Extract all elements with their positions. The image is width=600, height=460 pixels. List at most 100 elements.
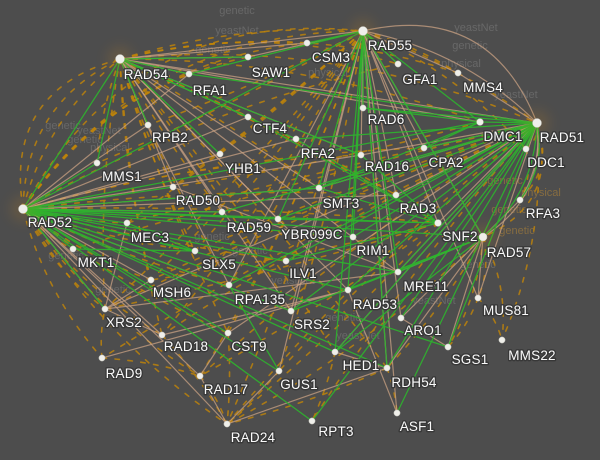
node-CTF4[interactable] xyxy=(244,113,252,121)
node-MKT1[interactable] xyxy=(69,245,77,253)
node-CSM3[interactable] xyxy=(303,39,311,47)
edge-RAD51-RAD59 xyxy=(221,122,538,213)
node-MUS81[interactable] xyxy=(474,294,482,302)
edge-RAD55-XRS2 xyxy=(104,30,364,310)
node-YHB1[interactable] xyxy=(216,150,224,158)
label-CSM3: CSM3 xyxy=(312,50,350,65)
edge-RAD55-RDH54 xyxy=(362,30,388,369)
node-SMT3[interactable] xyxy=(315,184,323,192)
edge-RAD52-RAD54 xyxy=(22,58,121,210)
node-MMS22[interactable] xyxy=(498,336,506,344)
node-RFA1[interactable] xyxy=(185,70,193,78)
edge-MEC3-XRS2 xyxy=(104,222,128,310)
edge-RAD54-RAD59 xyxy=(119,58,223,213)
node-RDH54[interactable] xyxy=(383,364,391,372)
node-RAD50[interactable] xyxy=(169,183,177,191)
node-MMS1[interactable] xyxy=(93,159,101,167)
label-HED1: HED1 xyxy=(343,358,380,373)
edge-SNF2-YBR099C xyxy=(277,218,439,224)
node-XRS2[interactable] xyxy=(101,305,109,313)
edge-RAD52-RAD24 xyxy=(22,208,228,425)
node-CPA2[interactable] xyxy=(420,144,428,152)
node-RPB2[interactable] xyxy=(144,121,152,129)
edge-RAD54-DMC1 xyxy=(119,58,481,123)
edge-RAD52-RAD24 xyxy=(22,208,228,425)
edge-RAD52-YBR099C xyxy=(22,208,279,220)
node-RAD57[interactable] xyxy=(478,232,488,242)
node-RAD24[interactable] xyxy=(223,420,231,428)
node-RAD16[interactable] xyxy=(357,151,365,159)
label-RFA2: RFA2 xyxy=(301,146,336,161)
edge-SNF2-RFA2 xyxy=(295,138,439,224)
node-RFA3[interactable] xyxy=(516,196,524,204)
label-SLX5: SLX5 xyxy=(202,257,236,272)
node-SRS2[interactable] xyxy=(287,307,295,315)
edge-RAD51-ASF1 xyxy=(396,122,538,414)
node-CST9[interactable] xyxy=(224,329,232,337)
edge-RAD9-XRS2 xyxy=(100,308,106,359)
node-GFA1[interactable] xyxy=(394,60,402,68)
node-RAD3[interactable] xyxy=(392,191,400,199)
label-SNF2: SNF2 xyxy=(442,229,477,244)
label-CPA2: CPA2 xyxy=(428,155,463,170)
node-MRE11[interactable] xyxy=(394,268,402,276)
label-MKT1: MKT1 xyxy=(78,255,115,270)
edge-RAD52-RDH54 xyxy=(22,208,388,369)
label-MEC3: MEC3 xyxy=(131,230,169,245)
node-RPT3[interactable] xyxy=(308,417,316,425)
node-GUS1[interactable] xyxy=(275,367,283,375)
node-RAD52[interactable] xyxy=(18,204,28,214)
node-SGS1[interactable] xyxy=(444,343,452,351)
edge-RAD53-ASF1 xyxy=(347,289,398,414)
edge-RAD51-ARO1 xyxy=(400,122,538,319)
node-SAW1[interactable] xyxy=(244,53,252,61)
edge-RAD52-CST9 xyxy=(22,208,229,334)
label-RAD59: RAD59 xyxy=(227,220,272,235)
node-RIM1[interactable] xyxy=(349,233,357,241)
label-MMS22: MMS22 xyxy=(508,348,556,363)
node-ARO1[interactable] xyxy=(397,314,405,322)
node-RFA2[interactable] xyxy=(292,135,300,143)
node-RAD59[interactable] xyxy=(218,208,226,216)
node-RAD55[interactable] xyxy=(358,26,368,36)
node-DMC1[interactable] xyxy=(476,118,484,126)
edge-RAD54-RAD53 xyxy=(119,58,349,291)
edge-RAD51-SRS2 xyxy=(290,122,538,312)
node-YBR099C[interactable] xyxy=(274,215,282,223)
node-HED1[interactable] xyxy=(331,348,339,356)
node-MSH6[interactable] xyxy=(147,276,155,284)
node-RAD54[interactable] xyxy=(115,54,125,64)
node-RAD53[interactable] xyxy=(344,286,352,294)
node-RAD18[interactable] xyxy=(158,331,166,339)
node-MMS4[interactable] xyxy=(454,69,462,77)
edge-RAD52-HED1 xyxy=(22,208,336,353)
node-SLX5[interactable] xyxy=(191,247,199,255)
edge-RAD52-RPT3 xyxy=(22,208,313,422)
edge-RAD55-RAD51 xyxy=(362,24,538,124)
node-MEC3[interactable] xyxy=(123,219,131,227)
edge-RAD54-CSM3 xyxy=(119,42,308,60)
node-RPA135[interactable] xyxy=(225,281,233,289)
node-SNF2[interactable] xyxy=(434,219,442,227)
node-RAD17[interactable] xyxy=(196,372,204,380)
edge-RAD51-MMS4 xyxy=(457,72,538,124)
node-RAD51[interactable] xyxy=(532,118,542,128)
edge-RAD52-XRS2 xyxy=(22,208,106,310)
edge-RAD52-RAD18 xyxy=(22,208,163,336)
edge-RAD52-RAD54 xyxy=(19,58,121,210)
edge-SNF2-ILV1 xyxy=(285,222,439,262)
edge-RAD52-SRS2 xyxy=(22,208,292,312)
node-ASF1[interactable] xyxy=(393,409,401,417)
label-SGS1: SGS1 xyxy=(452,352,489,367)
node-ILV1[interactable] xyxy=(282,257,290,265)
node-RAD9[interactable] xyxy=(98,354,106,362)
label-DDC1: DDC1 xyxy=(527,155,565,170)
watermark-physical: physical xyxy=(90,142,130,154)
node-RAD6[interactable] xyxy=(359,104,367,112)
edge-RAD52-MRE11 xyxy=(22,208,399,273)
edge-RAD51-CPA2 xyxy=(423,122,538,149)
label-RFA3: RFA3 xyxy=(526,206,561,221)
node-DDC1[interactable] xyxy=(522,145,530,153)
edge-RAD54-RAD3 xyxy=(119,58,397,196)
